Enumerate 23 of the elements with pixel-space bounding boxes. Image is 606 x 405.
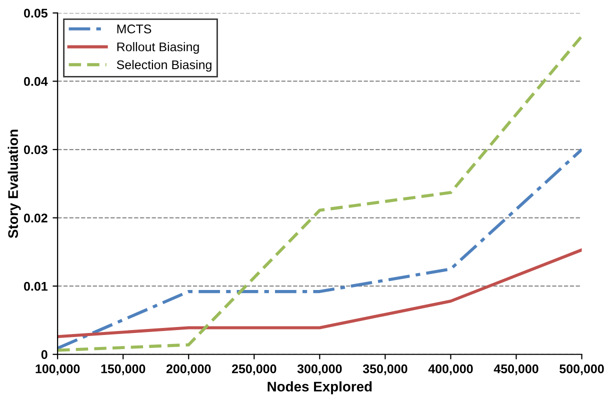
x-tick-label: 200,000 bbox=[166, 364, 211, 376]
x-tick-label: 400,000 bbox=[428, 364, 473, 376]
line-series bbox=[58, 248, 582, 338]
y-axis-title: Story Evaluation bbox=[8, 130, 21, 238]
x-tick-label: 250,000 bbox=[232, 364, 276, 376]
legend-label: Selection Biasing bbox=[116, 60, 212, 72]
x-tick-label: 100,000 bbox=[36, 364, 80, 376]
line-series bbox=[58, 148, 582, 350]
y-tick-label: 0.04 bbox=[24, 77, 48, 86]
x-tick-label: 150,000 bbox=[101, 364, 146, 376]
legend-label: MCTS bbox=[117, 24, 152, 34]
legend-label: Rollout Biasing bbox=[117, 42, 199, 54]
x-tick-label: 500,000 bbox=[560, 364, 604, 376]
y-tick-label: 0 bbox=[41, 350, 48, 360]
y-tick-label: 0.02 bbox=[24, 214, 48, 222]
x-tick-label: 350,000 bbox=[362, 364, 408, 376]
x-tick-label: 450,000 bbox=[494, 364, 538, 376]
line-series bbox=[58, 34, 582, 352]
x-axis-title: Nodes Explored bbox=[268, 381, 372, 394]
y-tick-label: 0.05 bbox=[24, 8, 48, 18]
y-tick-label: 0.03 bbox=[24, 145, 48, 154]
y-tick-label: 0.01 bbox=[24, 282, 48, 291]
x-tick-label: 300,000 bbox=[297, 364, 342, 376]
